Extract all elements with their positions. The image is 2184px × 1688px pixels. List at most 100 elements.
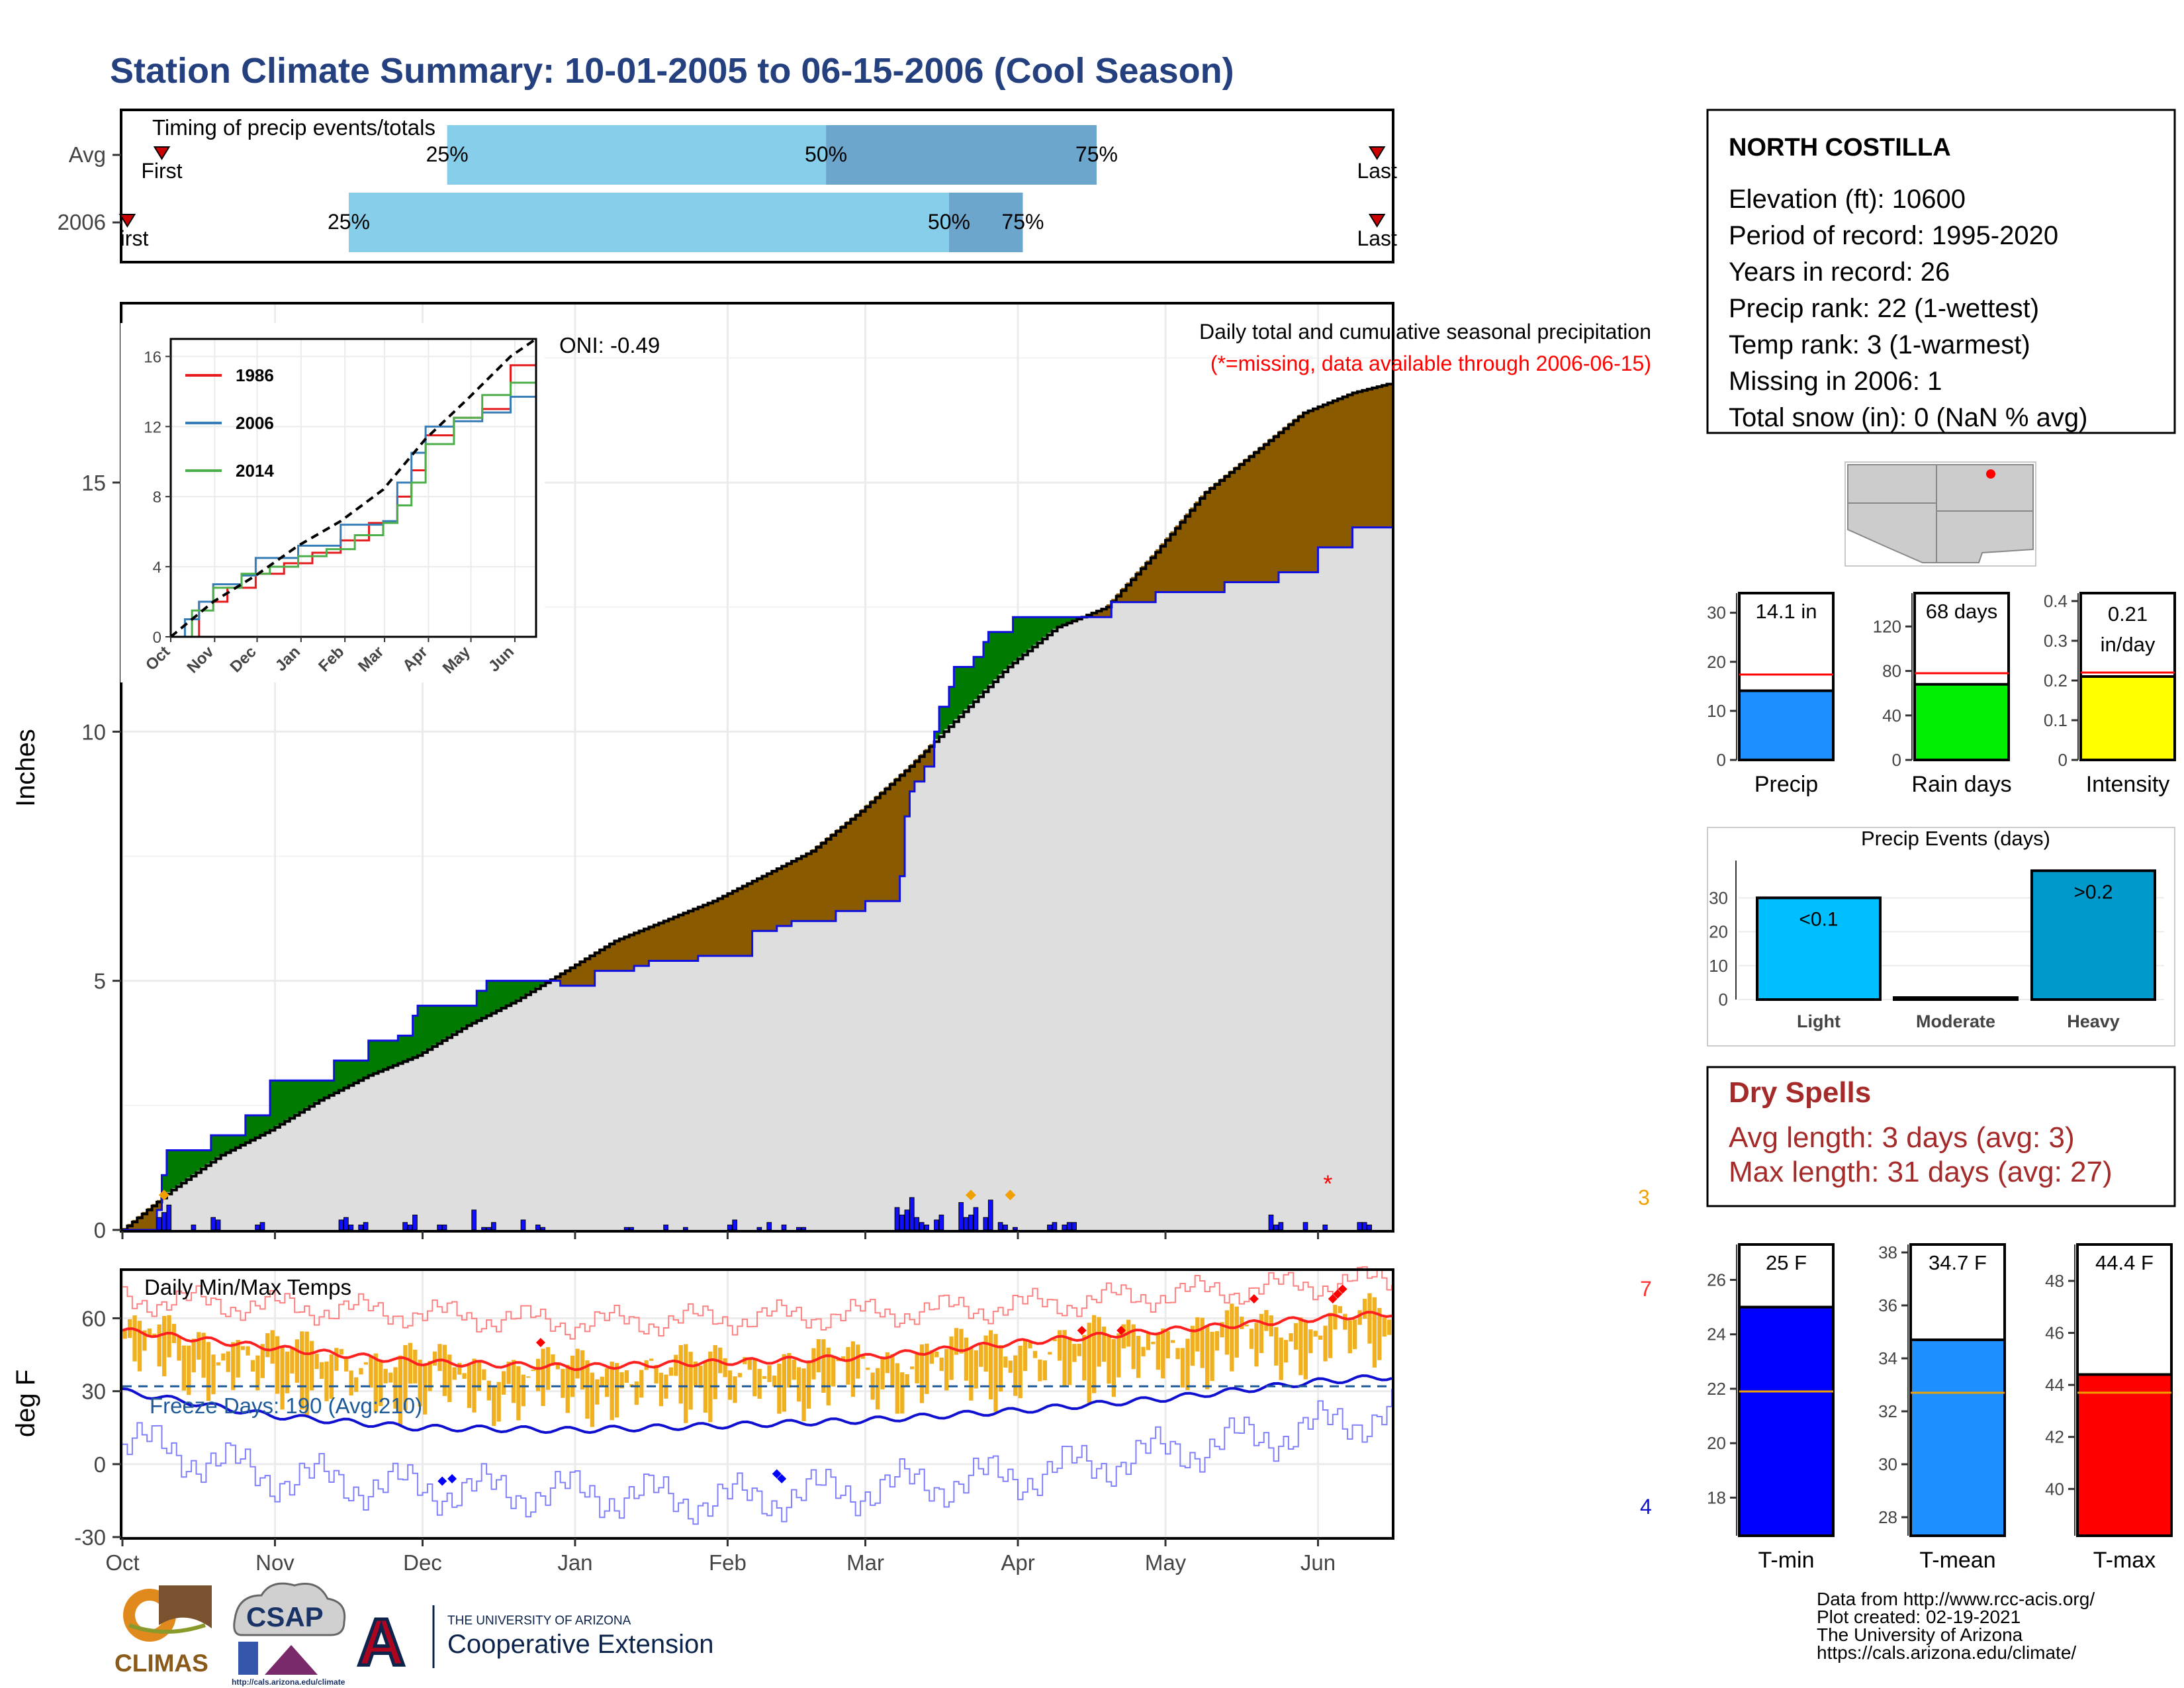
daily-temp-bar (1038, 1359, 1042, 1382)
daily-precip-bar (259, 1222, 265, 1231)
below-average-area (1146, 560, 1152, 602)
daily-temp-bar (304, 1331, 309, 1415)
daily-temp-bar (964, 1337, 969, 1381)
below-average-area (732, 890, 738, 957)
mini-y-tick-label: 40 (2045, 1479, 2064, 1499)
below-average-area (659, 921, 664, 961)
mini-y-tick-label: 0.1 (2044, 710, 2068, 730)
mini-y-tick-label: 0 (1892, 750, 1901, 770)
last-event-marker-icon (1368, 146, 1386, 160)
daily-temp-bar (580, 1350, 585, 1390)
daily-precip-bar (255, 1224, 260, 1231)
csap-cloud-icon (233, 1582, 346, 1636)
below-average-area (1224, 474, 1230, 583)
footer-credit: https://cals.arizona.edu/climate/ (1817, 1642, 2076, 1663)
below-average-area (875, 796, 881, 902)
daily-temp-bar (122, 1330, 127, 1339)
daily-temp-bar (1013, 1355, 1018, 1396)
mini-temp-charts: 18 20 22 24 26 25 F T-min 28 30 32 34 36 38 34.7 F T-m… (1707, 1243, 2173, 1573)
daily-temp-bar (909, 1366, 915, 1370)
above-average-area (220, 1135, 226, 1154)
daily-temp-bar (777, 1363, 782, 1414)
below-average-area (1239, 462, 1245, 583)
above-average-area (496, 980, 502, 1009)
below-average-area (1156, 549, 1161, 592)
daily-temp-bar (792, 1359, 796, 1380)
daily-temp-bar (1101, 1326, 1107, 1362)
daily-temp-bar (1023, 1339, 1028, 1372)
daily-temp-bar (1092, 1315, 1097, 1393)
daily-temp-bar (339, 1348, 343, 1355)
daily-temp-bar (521, 1374, 525, 1407)
record-high-marker-icon (1328, 1294, 1338, 1304)
daily-temp-bar (983, 1335, 988, 1372)
events-y-tick-label: 30 (1709, 888, 1728, 908)
csap-mountain-icon (265, 1645, 318, 1675)
daily-precip-bar (520, 1219, 526, 1231)
below-average-area (1273, 434, 1279, 583)
daily-temp-bar (201, 1333, 206, 1378)
daily-temp-bar (1008, 1360, 1013, 1373)
below-average-area (1091, 612, 1097, 618)
below-average-area (1338, 398, 1343, 547)
precip-frame (120, 302, 1394, 1233)
above-average-area (447, 1006, 453, 1037)
daily-temp-bar (437, 1344, 442, 1372)
precip-subtitle: Daily total and cumulative seasonal prec… (1199, 320, 1651, 344)
daily-temp-bar (295, 1339, 300, 1383)
daily-temp-bar (531, 1369, 535, 1372)
below-average-area (1130, 577, 1137, 602)
daily-temp-bar (836, 1358, 841, 1362)
above-average-area (457, 1006, 463, 1031)
above-average-area (1047, 617, 1053, 633)
map-states (1847, 464, 2034, 563)
daily-precip-bar (973, 1207, 979, 1231)
daily-temp-bar (418, 1359, 422, 1407)
current-cumulative-line (122, 526, 1392, 1231)
daily-temp-bar (979, 1344, 983, 1367)
daily-temp-bar (1165, 1331, 1170, 1359)
mini-y-tick-label: 80 (1882, 661, 1901, 681)
daily-precip-bar (983, 1217, 989, 1231)
below-average-area (1342, 396, 1348, 547)
events-bar-label: >0.2 (2073, 881, 2113, 903)
below-average-area (772, 870, 778, 931)
below-average-area (653, 923, 659, 961)
inset-legend-label: 2014 (236, 461, 274, 481)
month-label: Jun (1300, 1550, 1336, 1575)
below-average-area (909, 764, 915, 792)
below-average-area (565, 969, 571, 986)
mini-y-tick-label: 20 (1707, 1433, 1726, 1453)
record-max-line (122, 1266, 1392, 1340)
above-average-area (210, 1135, 216, 1160)
climas-logo: CLIMAS (114, 1585, 212, 1677)
daily-temp-bar (1185, 1338, 1190, 1390)
timing-bar-upper (948, 193, 1023, 252)
below-average-area (766, 872, 772, 931)
daily-temp-bar (1328, 1313, 1333, 1358)
below-average-area (1328, 402, 1334, 547)
daily-precip-bar (727, 1224, 733, 1231)
events-category-label: Heavy (2067, 1011, 2120, 1031)
above-average-area (343, 1060, 349, 1087)
daily-temp-bar (954, 1328, 959, 1355)
daily-temp-bar (683, 1344, 688, 1423)
inset-series-line (171, 373, 537, 638)
daily-temp-bar (1254, 1323, 1259, 1367)
record-high-marker-icon (1333, 1289, 1343, 1299)
below-average-area (747, 882, 753, 957)
ua-logo: A THE UNIVERSITY OF ARIZONA Cooperative … (356, 1604, 714, 1681)
below-average-area (717, 897, 723, 957)
daily-temp-bar (639, 1370, 644, 1398)
below-average-area (762, 874, 768, 931)
below-average-area (1214, 482, 1220, 592)
daily-temp-bar (605, 1368, 610, 1397)
daily-precip-bar (924, 1224, 929, 1231)
locator-map (1844, 461, 2036, 567)
timing-p25: 25% (426, 142, 469, 166)
below-average-area (1170, 531, 1176, 592)
daily-temp-bar (969, 1347, 974, 1401)
daily-temp-bar (674, 1354, 678, 1376)
page-title: Station Climate Summary: 10-01-2005 to 0… (110, 51, 1234, 91)
events-category-label: Moderate (1916, 1011, 1995, 1031)
